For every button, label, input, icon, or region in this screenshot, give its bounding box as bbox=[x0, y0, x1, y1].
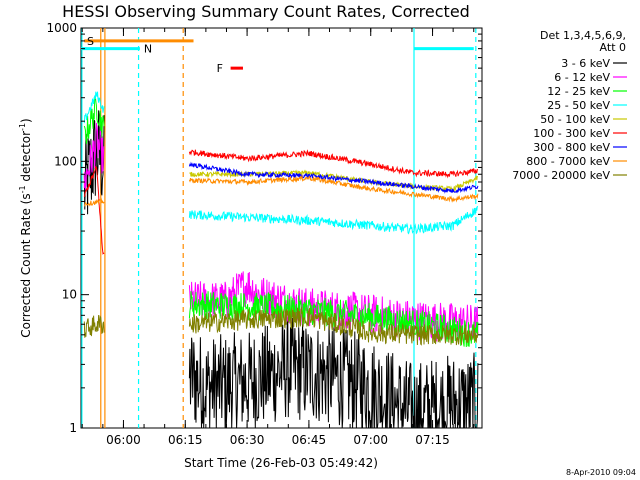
timestamp: 8-Apr-2010 09:04 bbox=[566, 468, 636, 477]
series-line-300-800-kev bbox=[188, 161, 479, 194]
y-tick-label: 1 bbox=[69, 421, 77, 435]
legend-item-label: 50 - 100 keV bbox=[540, 113, 610, 126]
flag-label-f: F bbox=[217, 62, 223, 75]
y-axis-label-mid: detector bbox=[19, 131, 33, 186]
y-axis-label-sup2: -1 bbox=[18, 123, 27, 131]
series-line-3-6-kev bbox=[83, 110, 479, 429]
vertical-markers bbox=[81, 28, 477, 428]
legend-item-label: 3 - 6 keV bbox=[561, 57, 610, 70]
chart-title: HESSI Observing Summary Count Rates, Cor… bbox=[62, 2, 470, 21]
y-axis-label-end: ) bbox=[19, 118, 33, 123]
legend-item-label: 100 - 300 keV bbox=[533, 127, 610, 140]
x-tick-label: 06:30 bbox=[230, 433, 265, 447]
x-tick-label: 06:00 bbox=[106, 433, 141, 447]
y-axis-label-sup1: -1 bbox=[18, 185, 27, 193]
plot-area bbox=[80, 27, 483, 429]
x-tick-label: 07:15 bbox=[415, 433, 450, 447]
series-line-800-7000-kev bbox=[83, 174, 479, 207]
flag-label-s: S bbox=[87, 35, 94, 48]
flag-label-n: N bbox=[144, 43, 152, 56]
legend-header-line1: Det 1,3,4,5,6,9, bbox=[540, 29, 626, 42]
series-line-25-50-kev bbox=[83, 91, 479, 235]
y-tick-label: 1000 bbox=[46, 21, 77, 35]
x-tick-label: 06:45 bbox=[292, 433, 327, 447]
y-tick-label: 10 bbox=[62, 288, 77, 302]
series-lines bbox=[83, 91, 479, 429]
x-tick-label: 06:15 bbox=[168, 433, 203, 447]
legend-header-line2: Att 0 bbox=[600, 41, 626, 54]
legend-item-label: 12 - 25 keV bbox=[547, 85, 610, 98]
series-line-100-300-kev bbox=[83, 149, 479, 255]
axes: 06:00 06:15 06:30 06:45 07:00 07:15 1 10 100 1000 bbox=[46, 21, 482, 447]
legend-item-label: 800 - 7000 keV bbox=[526, 155, 610, 168]
flag-bars: S N F bbox=[81, 35, 474, 75]
x-axis-label: Start Time (26-Feb-03 05:49:42) bbox=[184, 456, 378, 470]
legend-item-label: 7000 - 20000 keV bbox=[512, 169, 610, 182]
y-axis-label: Corrected Count Rate (s-1 detector-1) bbox=[18, 118, 33, 337]
legend-item-label: 25 - 50 keV bbox=[547, 99, 610, 112]
y-tick-label: 100 bbox=[54, 154, 77, 168]
legend-item-label: 300 - 800 keV bbox=[533, 141, 610, 154]
y-axis-label-main: Corrected Count Rate (s bbox=[19, 193, 33, 337]
legend-item-label: 6 - 12 keV bbox=[554, 71, 610, 84]
x-tick-label: 07:00 bbox=[353, 433, 388, 447]
series-line-12-25-kev bbox=[83, 94, 479, 348]
series-line-7000-20000-kev bbox=[83, 306, 479, 346]
